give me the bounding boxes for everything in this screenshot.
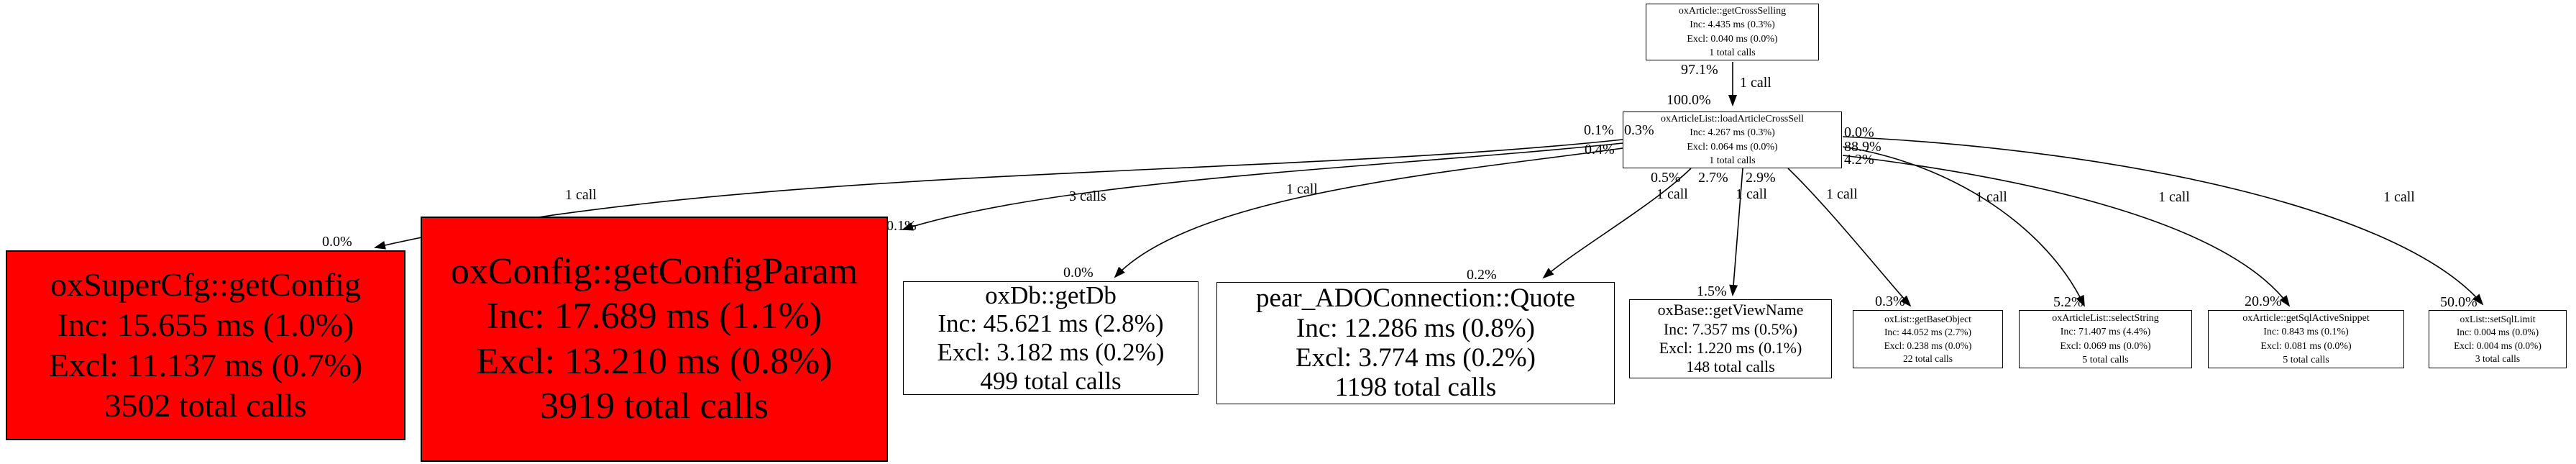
edge-load-selectstring xyxy=(1842,146,2085,307)
edge-percent-label: 4.2% xyxy=(1844,152,1874,168)
node-oxconfig-getconfigparam: oxConfig::getConfigParam Inc: 17.689 ms … xyxy=(421,217,888,462)
node-pear-adoconnection-quote: pear_ADOConnection::Quote Inc: 12.286 ms… xyxy=(1216,282,1615,404)
node-inclusive-time: Inc: 0.004 ms (0.0%) xyxy=(2456,327,2539,338)
edge-load-setsqllimit xyxy=(1842,136,2484,306)
node-total-calls: 5 total calls xyxy=(2283,354,2329,365)
node-oxarticlelist-selectstring: oxArticleList::selectString Inc: 71.407 … xyxy=(2019,310,2192,368)
node-oxarticle-getcrossselling: oxArticle::getCrossSelling Inc: 4.435 ms… xyxy=(1646,4,1819,60)
node-inclusive-time: Inc: 4.267 ms (0.3%) xyxy=(1690,127,1775,139)
node-oxsupercfg-getconfig: oxSuperCfg::getConfig Inc: 15.655 ms (1.… xyxy=(6,250,405,440)
node-total-calls: 3 total calls xyxy=(2475,352,2521,364)
edge-load-quote xyxy=(1542,168,1692,279)
node-inclusive-time: Inc: 44.052 ms (2.7%) xyxy=(1884,327,1972,338)
edge-percent-label: 100.0% xyxy=(1667,92,1711,108)
node-exclusive-time: Excl: 0.081 ms (0.0%) xyxy=(2260,340,2352,352)
node-oxbase-getviewname: oxBase::getViewName Inc: 7.357 ms (0.5%)… xyxy=(1629,299,1832,378)
edge-percent-label: 2.7% xyxy=(1698,170,1728,186)
node-title: oxList::setSqlLimit xyxy=(2460,313,2536,324)
edge-calls-label: 1 call xyxy=(2383,189,2415,205)
node-title: oxArticle::getCrossSelling xyxy=(1678,6,1787,17)
edge-percent-label: 0.2% xyxy=(1467,267,1497,283)
edge-load-getviewname xyxy=(1729,168,1743,296)
node-inclusive-time: Inc: 12.286 ms (0.8%) xyxy=(1296,313,1535,343)
edge-percent-label: 0.0% xyxy=(322,234,352,250)
edge-percent-label: 0.5% xyxy=(1651,170,1681,186)
node-oxlist-setsqllimit: oxList::setSqlLimit Inc: 0.004 ms (0.0%)… xyxy=(2429,310,2567,368)
node-total-calls: 148 total calls xyxy=(1686,358,1775,376)
node-exclusive-time: Excl: 1.220 ms (0.1%) xyxy=(1659,339,1802,357)
edge-calls-label: 1 call xyxy=(1976,189,2007,205)
node-exclusive-time: Excl: 3.182 ms (0.2%) xyxy=(937,338,1165,366)
edge-calls-label: 1 call xyxy=(1826,186,1858,202)
node-exclusive-time: Excl: 0.004 ms (0.0%) xyxy=(2454,340,2541,351)
node-title: oxDb::getDb xyxy=(985,281,1117,309)
node-oxlist-getbaseobject: oxList::getBaseObject Inc: 44.052 ms (2.… xyxy=(1853,310,2003,368)
edge-percent-label: 5.2% xyxy=(2053,294,2084,310)
edge-percent-label: 2.9% xyxy=(1746,170,1776,186)
node-title: pear_ADOConnection::Quote xyxy=(1256,283,1575,314)
edge-percent-label: 0.1% xyxy=(1584,122,1614,138)
edge-calls-label: 1 call xyxy=(1740,75,1771,91)
edge-percent-label: 0.3% xyxy=(1875,294,1905,309)
node-inclusive-time: Inc: 71.407 ms (4.4%) xyxy=(2060,327,2151,338)
node-title: oxBase::getViewName xyxy=(1657,301,1804,319)
edge-calls-label: 1 call xyxy=(1286,181,1318,197)
node-exclusive-time: Excl: 0.238 ms (0.0%) xyxy=(1884,340,1972,351)
node-exclusive-time: Excl: 0.040 ms (0.0%) xyxy=(1687,33,1778,45)
edge-load-getconfig xyxy=(374,139,1623,250)
node-total-calls: 22 total calls xyxy=(1903,352,1953,364)
node-inclusive-time: Inc: 4.435 ms (0.3%) xyxy=(1690,19,1775,31)
edge-calls-label: 1 call xyxy=(565,187,597,203)
node-title: oxConfig::getConfigParam xyxy=(450,250,858,292)
node-total-calls: 1 total calls xyxy=(1709,47,1756,58)
node-oxarticle-getsqlactivesnippet: oxArticle::getSqlActiveSnippet Inc: 0.84… xyxy=(2208,310,2404,368)
node-oxarticlelist-loadarticlecrosssell: oxArticleList::loadArticleCrossSell Inc:… xyxy=(1623,112,1842,168)
edge-calls-label: 1 call xyxy=(2158,189,2190,205)
edge-load-getconfigparam xyxy=(902,142,1623,231)
node-oxdb-getdb: oxDb::getDb Inc: 45.621 ms (2.8%) Excl: … xyxy=(903,281,1198,395)
node-total-calls: 3919 total calls xyxy=(540,385,769,427)
node-title: oxArticleList::selectString xyxy=(2052,313,2159,324)
node-inclusive-time: Inc: 15.655 ms (1.0%) xyxy=(57,306,354,343)
node-inclusive-time: Inc: 7.357 ms (0.5%) xyxy=(1663,319,1798,338)
node-exclusive-time: Excl: 11.137 ms (0.7%) xyxy=(48,347,363,383)
node-total-calls: 1 total calls xyxy=(1709,155,1756,166)
node-total-calls: 1198 total calls xyxy=(1334,373,1497,403)
node-inclusive-time: Inc: 17.689 ms (1.1%) xyxy=(486,296,822,337)
node-inclusive-time: Inc: 0.843 ms (0.1%) xyxy=(2263,327,2349,338)
node-exclusive-time: Excl: 0.069 ms (0.0%) xyxy=(2060,340,2151,352)
edge-percent-label: 50.0% xyxy=(2440,294,2478,310)
node-title: oxSuperCfg::getConfig xyxy=(50,265,361,303)
node-exclusive-time: Excl: 0.064 ms (0.0%) xyxy=(1687,141,1778,153)
node-exclusive-time: Excl: 13.210 ms (0.8%) xyxy=(476,340,833,382)
edge-percent-label: 97.1% xyxy=(1681,62,1718,78)
edge-percent-label: 0.3% xyxy=(1624,122,1654,138)
edge-percent-label: 0.0% xyxy=(1063,265,1094,281)
node-title: oxList::getBaseObject xyxy=(1884,313,1971,324)
edge-percent-label: 0.4% xyxy=(1585,142,1615,158)
edge-load-getdb xyxy=(1114,147,1623,278)
edge-load-getbaseobject xyxy=(1787,168,1912,307)
node-title: oxArticleList::loadArticleCrossSell xyxy=(1660,114,1805,125)
node-total-calls: 5 total calls xyxy=(2082,354,2129,365)
edge-percent-label: 88.9% xyxy=(1844,139,1881,155)
edge-calls-label: 1 call xyxy=(1736,186,1767,202)
node-total-calls: 3502 total calls xyxy=(104,387,307,424)
node-inclusive-time: Inc: 45.621 ms (2.8%) xyxy=(938,309,1164,338)
edge-percent-label: 1.5% xyxy=(1697,283,1727,299)
node-total-calls: 499 total calls xyxy=(980,366,1122,395)
edge-percent-label: 20.9% xyxy=(2245,294,2282,309)
edge-load-getsqlactivesnippet xyxy=(1842,155,2291,307)
node-exclusive-time: Excl: 3.774 ms (0.2%) xyxy=(1296,343,1536,373)
edge-percent-label: 0.1% xyxy=(886,218,917,234)
edge-calls-label: 1 call xyxy=(1656,186,1688,202)
edge-calls-label: 3 calls xyxy=(1069,188,1106,204)
node-title: oxArticle::getSqlActiveSnippet xyxy=(2242,313,2370,324)
edge-percent-label: 0.0% xyxy=(1844,124,1874,140)
